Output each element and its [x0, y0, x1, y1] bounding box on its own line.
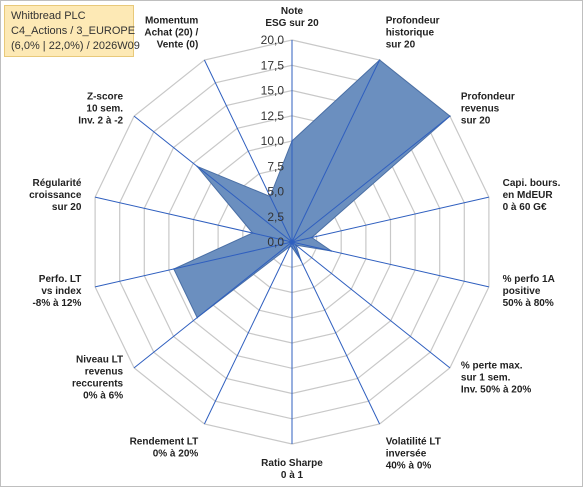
- tick-label: 2,5: [267, 210, 284, 224]
- series-area: [173, 59, 451, 319]
- tick-label: 7,5: [267, 159, 284, 173]
- axis-spoke: [94, 196, 293, 243]
- title-box: Whitbread PLC C4_Actions / 3_EUROPE (6,0…: [4, 5, 140, 57]
- tick-label: 12,5: [261, 109, 285, 123]
- axis-spoke: [133, 115, 293, 243]
- label-layer: Note ESG sur 20 Profondeur historique sur 20…: [29, 6, 560, 481]
- category-label: Note ESG sur 20: [265, 6, 319, 29]
- area-layer: [173, 59, 451, 319]
- axis-spoke: [94, 241, 293, 288]
- category-label: Capi. bours. en MdEUR 0 à 60 G€: [503, 178, 561, 213]
- tick-label: 20,0: [261, 33, 285, 47]
- tick-label: 10,0: [261, 134, 285, 148]
- title-line-1: Whitbread PLC: [11, 10, 86, 22]
- category-label: Ratio Sharpe 0 à 1: [261, 458, 323, 481]
- axis-spoke: [291, 59, 381, 243]
- category-label: Profondeur historique sur 20: [386, 15, 440, 50]
- axis-spoke: [291, 115, 451, 243]
- spoke-layer: [94, 40, 490, 444]
- tick-label: 17,5: [261, 58, 285, 72]
- category-label: Volatilité LT inversée 40% à 0%: [386, 437, 441, 472]
- category-label: Régularité croissance sur 20: [29, 178, 82, 213]
- axis-spoke: [203, 241, 293, 425]
- tick-label: 0,0: [267, 235, 284, 249]
- category-label: % perte max. sur 1 sem. Inv. 50% à 20%: [461, 361, 532, 396]
- axis-spoke: [291, 241, 451, 369]
- axis-spoke: [133, 241, 293, 369]
- tick-layer: 0,0 2,5 5,0 7,5 10,0 12,5 15,0 17,5 20,0: [261, 33, 285, 249]
- category-label: Perfo. LT vs index -8% à 12%: [32, 274, 81, 309]
- title-line-3: (6,0% | 22,0%) / 2026W09: [11, 40, 140, 52]
- tick-label: 5,0: [267, 185, 284, 199]
- title-line-2: C4_Actions / 3_EUROPE: [11, 25, 136, 37]
- axis-spoke: [291, 241, 381, 425]
- tick-label: 15,0: [261, 84, 285, 98]
- category-label: Niveau LT revenus reccurents 0% à 6%: [72, 355, 124, 402]
- category-label: % perfo 1A positive 50% à 80%: [503, 274, 555, 309]
- category-label: Rendement LT 0% à 20%: [130, 437, 199, 460]
- axis-spoke: [291, 241, 490, 288]
- category-label: Profondeur revenus sur 20: [461, 91, 515, 126]
- axis-spoke: [203, 59, 293, 243]
- category-label: Momentum Achat (20) / Vente (0): [144, 15, 198, 50]
- category-label: Z-score 10 sem. Inv. 2 à -2: [78, 91, 123, 126]
- axis-spoke: [291, 196, 490, 243]
